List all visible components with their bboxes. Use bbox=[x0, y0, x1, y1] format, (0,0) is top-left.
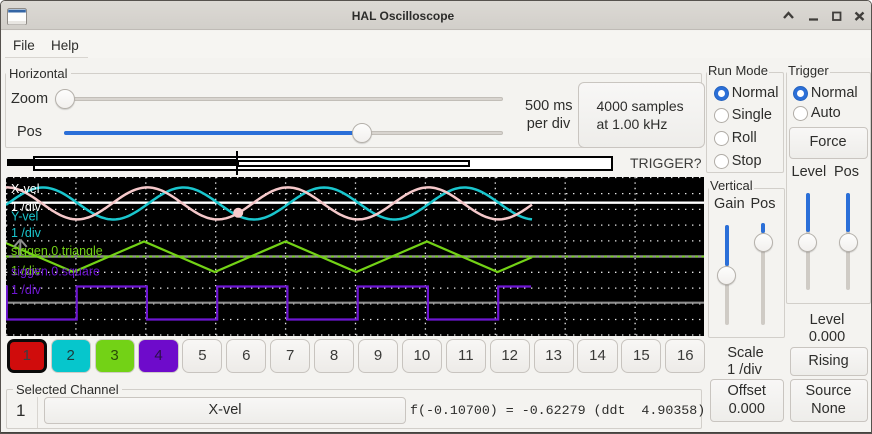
svg-text:1 /div: 1 /div bbox=[11, 283, 42, 297]
svg-text:1 /div: 1 /div bbox=[11, 226, 42, 240]
svg-text:1 /div: 1 /div bbox=[11, 264, 42, 278]
svg-text:siggen.0.square: siggen.0.square bbox=[11, 265, 100, 279]
svg-text:siggen.0.triangle: siggen.0.triangle bbox=[11, 244, 103, 258]
svg-text:Y-vel: Y-vel bbox=[11, 210, 38, 224]
svg-text:1 /div: 1 /div bbox=[11, 200, 42, 214]
svg-text:X-vel: X-vel bbox=[11, 182, 39, 196]
